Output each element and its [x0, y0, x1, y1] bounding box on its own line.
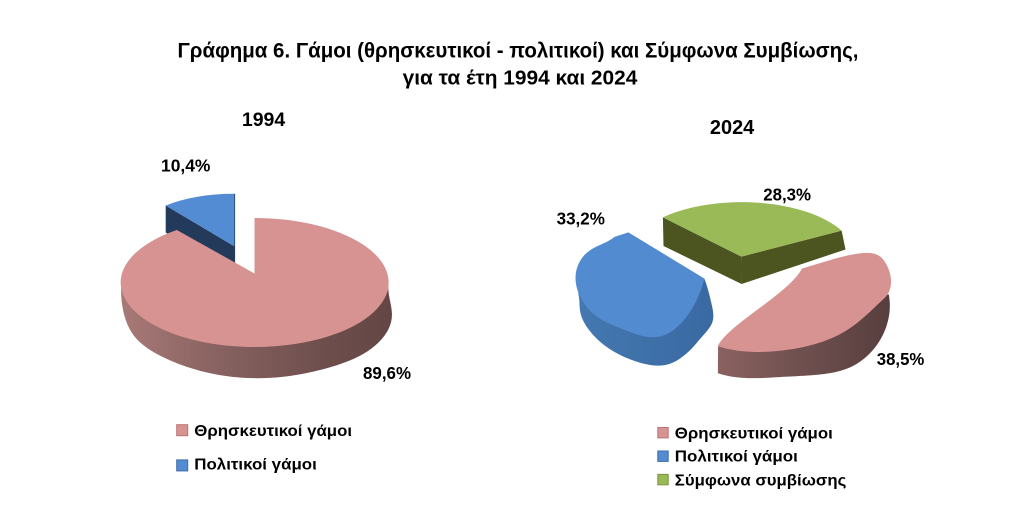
svg-text:2024: 2024 [710, 117, 755, 139]
svg-text:Θρησκευτικοί γάμοι: Θρησκευτικοί γάμοι [194, 423, 352, 440]
svg-text:Γράφημα 6. Γάμοι (θρησκευτικοί: Γράφημα 6. Γάμοι (θρησκευτικοί - πολιτικ… [178, 39, 859, 62]
svg-text:Πολιτικοί γάμοι: Πολιτικοί γάμοι [675, 449, 798, 466]
svg-text:10,4%: 10,4% [161, 156, 211, 176]
svg-text:89,6%: 89,6% [363, 363, 411, 383]
svg-text:38,5%: 38,5% [877, 349, 925, 369]
svg-text:28,3%: 28,3% [763, 184, 811, 204]
svg-text:για τα έτη 1994 και 2024: για τα έτη 1994 και 2024 [403, 67, 638, 90]
svg-text:Θρησκευτικοί γάμοι: Θρησκευτικοί γάμοι [675, 425, 833, 442]
svg-text:Πολιτικοί γάμοι: Πολιτικοί γάμοι [194, 456, 316, 473]
svg-text:Σύμφωνα συμβίωσης: Σύμφωνα συμβίωσης [675, 472, 847, 489]
svg-text:1994: 1994 [242, 109, 285, 131]
svg-text:33,2%: 33,2% [557, 208, 606, 228]
